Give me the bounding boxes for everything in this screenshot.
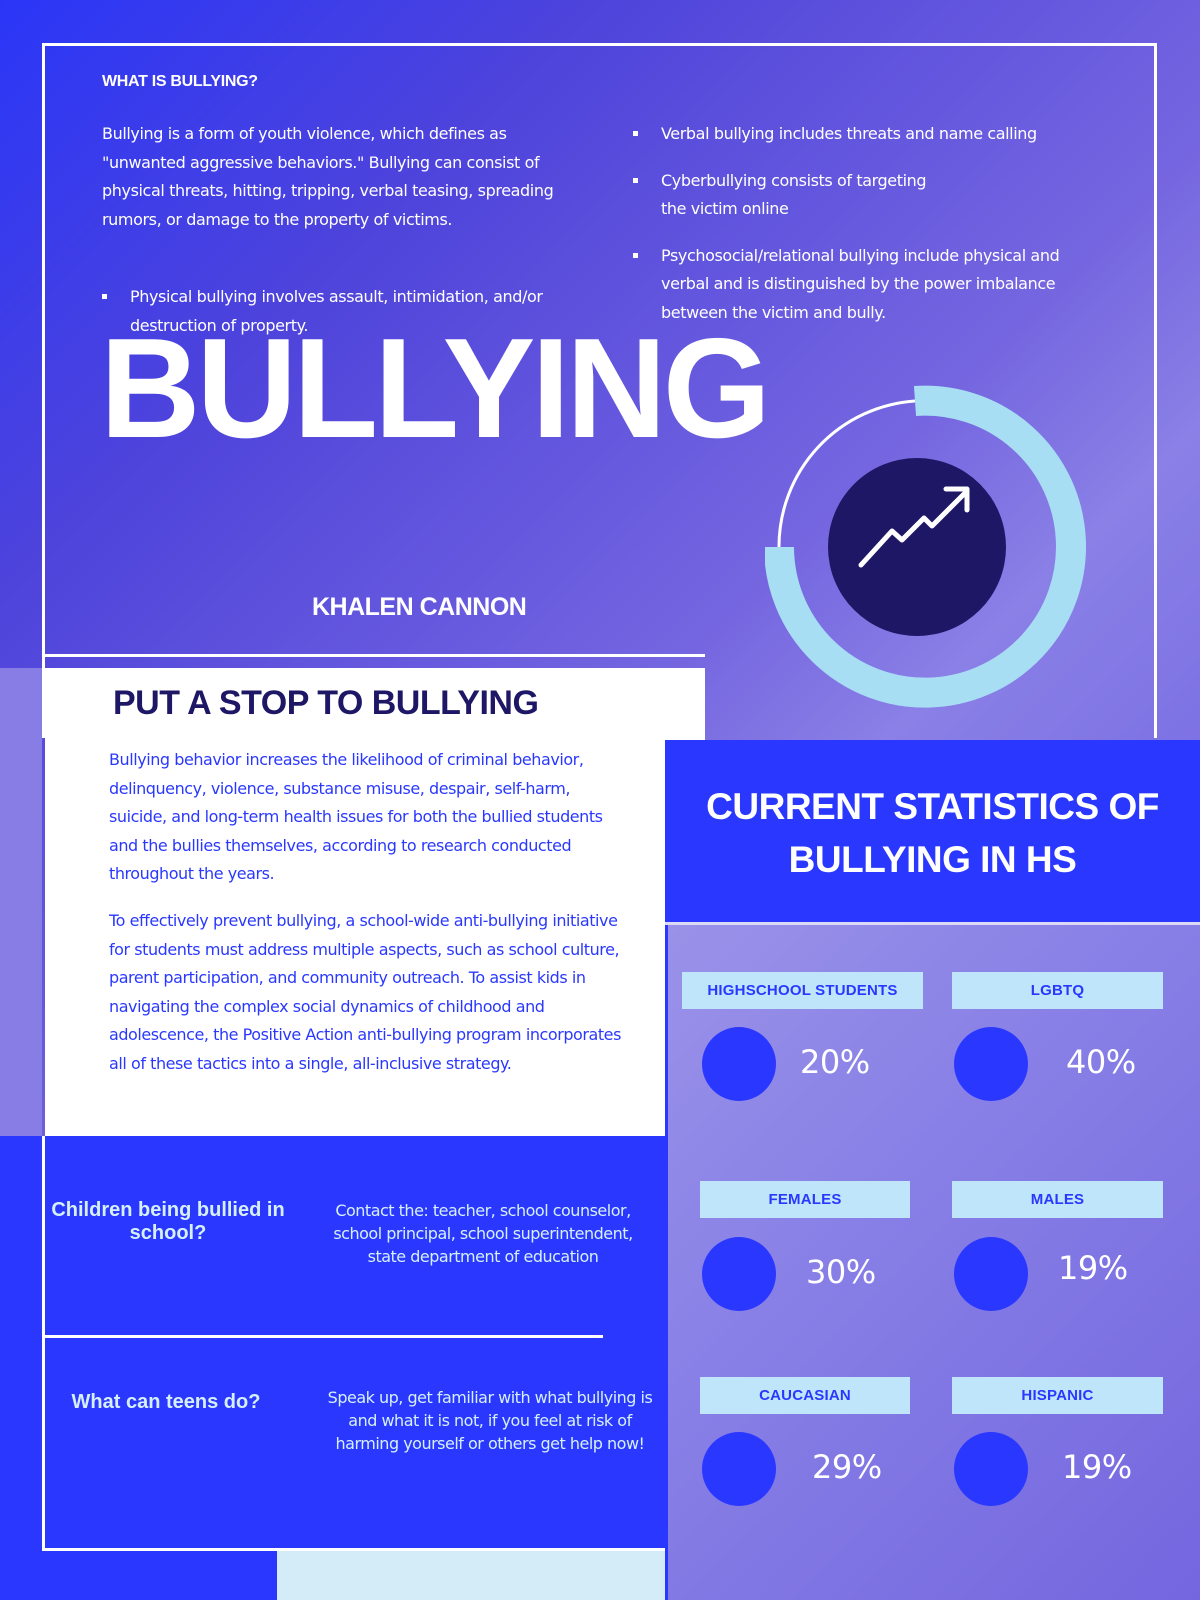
left-bullet-list: Physical bullying involves assault, inti… [102,283,562,358]
stats-header [665,740,1200,922]
bullet-icon [633,131,638,136]
help-answer: Speak up, get familiar with what bullyin… [327,1388,653,1453]
left-accent-strip [0,668,42,1136]
stat-value: 40% [1066,1043,1136,1081]
stat-value: 29% [812,1448,882,1486]
trending-up-icon [858,486,970,568]
stat-value: 19% [1062,1448,1132,1486]
stat-label: MALES [952,1181,1163,1218]
stop-paragraph: To effectively prevent bullying, a schoo… [109,911,621,1073]
help-panel [42,1136,665,1551]
bullet-item: Physical bullying involves assault, inti… [102,283,562,340]
header-frame [42,43,1157,738]
bullet-item: Verbal bullying includes threats and nam… [633,120,1103,149]
stat-circle-icon [702,1027,776,1101]
stop-bullying-title: PUT A STOP TO BULLYING [113,684,539,722]
stats-divider [665,922,1200,925]
growth-ring-graphic [765,385,1086,708]
stop-bullying-panel [45,668,705,1138]
bullet-item: Psychosocial/relational bullying include… [633,242,1103,328]
author-name: KHALEN CANNON [312,593,527,621]
bullet-item: Cyberbullying consists of targeting the … [633,167,1103,224]
right-bullet-list: Verbal bullying includes threats and nam… [633,120,1103,345]
stat-value: 19% [1058,1249,1128,1287]
bullet-icon [633,252,638,258]
stat-label: HIGHSCHOOL STUDENTS [682,972,923,1009]
stat-value: 20% [800,1043,870,1081]
left-blue-strip [0,1136,42,1600]
stat-label: LGBTQ [952,972,1163,1009]
stat-value: 30% [806,1253,876,1291]
stat-circle-icon [954,1237,1028,1311]
help-question: Children being bullied in school? [51,1199,285,1244]
main-title: BULLYING [100,309,771,468]
stat-label: FEMALES [700,1181,910,1218]
stat-label: CAUCASIAN [700,1377,910,1414]
stat-circle-icon [702,1432,776,1506]
help-answer: Contact the: teacher, school counselor, … [333,1201,633,1266]
help-question: What can teens do? [71,1391,261,1413]
divider-line [42,654,705,657]
intro-paragraph: Bullying is a form of youth violence, wh… [102,124,554,229]
help-divider [45,1335,603,1338]
stats-title: CURRENT STATISTICS OF BULLYING IN HS [706,786,1159,880]
icon-circle [828,458,1006,636]
stat-label: HISPANIC [952,1377,1163,1414]
help-panel-extension [42,1551,277,1600]
bullet-icon [102,294,107,299]
bullet-icon [633,177,638,183]
stop-paragraph: Bullying behavior increases the likeliho… [109,750,603,883]
stat-circle-icon [954,1432,1028,1506]
section-title: WHAT IS BULLYING? [102,73,258,90]
light-accent-block [277,1551,665,1600]
stat-circle-icon [954,1027,1028,1101]
stat-circle-icon [702,1237,776,1311]
